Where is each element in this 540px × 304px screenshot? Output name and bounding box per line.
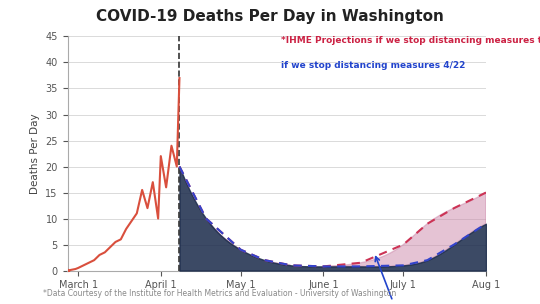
Text: Preventable Deaths: Preventable Deaths bbox=[334, 257, 457, 304]
Text: if we stop distancing measures 4/22: if we stop distancing measures 4/22 bbox=[281, 61, 465, 70]
Y-axis label: Deaths Per Day: Deaths Per Day bbox=[30, 113, 40, 194]
Text: *Data Courtesy of the Institute for Health Metrics and Evaluation - University o: *Data Courtesy of the Institute for Heal… bbox=[43, 289, 396, 298]
Text: *IHME Projections if we stop distancing measures today (4/10): *IHME Projections if we stop distancing … bbox=[281, 36, 540, 46]
Text: COVID-19 Deaths Per Day in Washington: COVID-19 Deaths Per Day in Washington bbox=[96, 9, 444, 24]
